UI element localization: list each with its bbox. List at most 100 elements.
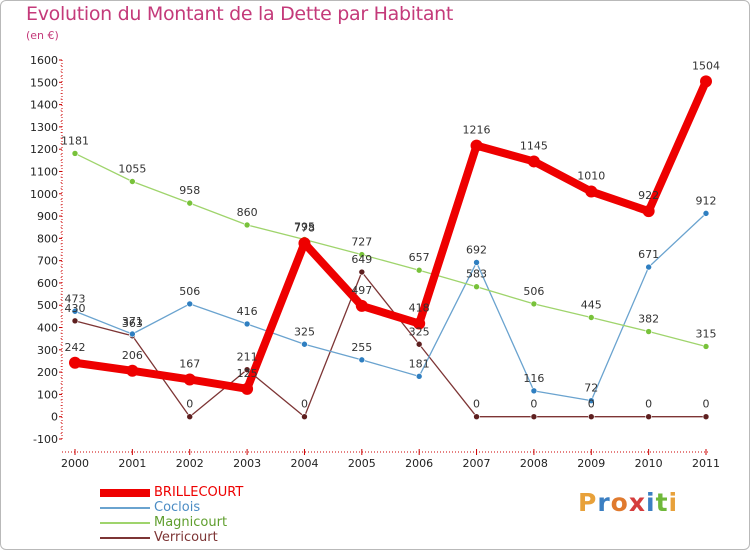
chart-unit: (en €) (26, 29, 59, 42)
data-label: 506 (179, 285, 200, 298)
data-label: 1504 (692, 59, 720, 72)
legend-swatch (100, 489, 150, 497)
x-tick-label: 2002 (176, 457, 204, 470)
data-point (645, 328, 652, 335)
data-point (415, 340, 423, 348)
data-label: 473 (65, 292, 86, 305)
data-point (702, 343, 710, 350)
legend-swatch (100, 537, 150, 539)
data-label: 242 (65, 341, 86, 354)
x-tick-label: 2008 (520, 457, 548, 470)
series-line-magnicourt (74, 152, 707, 348)
data-label: 692 (466, 243, 487, 256)
y-tick-label: 1100 (30, 165, 58, 178)
data-point (645, 263, 652, 271)
x-tick-label: 2010 (635, 457, 663, 470)
y-tick-label: 0 (51, 411, 58, 424)
data-label: 255 (351, 341, 372, 354)
data-label: 583 (466, 268, 487, 281)
data-label: 363 (122, 317, 143, 330)
data-label: 497 (351, 284, 372, 297)
data-point (358, 268, 366, 276)
data-point (129, 330, 136, 338)
x-tick-label: 2005 (348, 457, 376, 470)
data-label: 506 (523, 285, 544, 298)
data-point (71, 150, 79, 157)
data-label: 211 (237, 351, 258, 364)
data-point (415, 373, 423, 380)
data-point (702, 210, 710, 217)
y-tick-label: -100 (33, 433, 58, 446)
logo-letter: r (597, 488, 611, 517)
data-label: 795 (294, 220, 315, 233)
data-point (473, 259, 480, 266)
x-tick-label: 2000 (61, 457, 89, 470)
logo-letter: t (655, 488, 669, 517)
logo-letter: o (610, 488, 629, 517)
data-label: 0 (301, 398, 308, 411)
data-point (241, 382, 254, 395)
data-point (301, 340, 308, 348)
logo-letter: P (578, 488, 598, 517)
data-point (186, 199, 194, 207)
series-line-coclois (74, 212, 707, 402)
y-tick-label: 1400 (30, 99, 58, 112)
y-tick-label: 700 (37, 255, 58, 268)
data-label: 778 (294, 221, 315, 234)
legend-label: BRILLECOURT (154, 485, 244, 500)
data-label: 315 (696, 327, 717, 340)
data-point (473, 283, 480, 291)
y-tick-label: 300 (37, 344, 58, 357)
data-point (298, 237, 311, 250)
y-tick-label: 500 (37, 299, 58, 312)
data-point (71, 317, 79, 325)
data-label: 0 (473, 398, 480, 411)
series-line-verricourt (74, 271, 707, 418)
y-tick-label: 100 (37, 388, 58, 401)
data-label: 0 (186, 398, 193, 411)
series-line-brillecourt (71, 77, 710, 393)
legend-label: Verricourt (154, 530, 218, 545)
data-label: 0 (588, 398, 595, 411)
data-point (530, 387, 538, 395)
data-point (126, 364, 139, 377)
data-point (642, 205, 655, 218)
data-point (700, 75, 712, 88)
data-point (470, 139, 483, 152)
data-label: 325 (409, 325, 430, 338)
data-label: 1181 (61, 134, 89, 147)
data-point (129, 178, 136, 185)
data-point (355, 299, 368, 312)
data-label: 912 (696, 194, 717, 207)
data-label: 125 (237, 367, 258, 380)
data-label: 430 (65, 302, 86, 315)
data-point (69, 356, 81, 369)
legend-label: Magnicourt (154, 515, 228, 530)
y-tick-label: 400 (37, 322, 58, 335)
data-point (530, 300, 538, 308)
proxiti-logo: Proxiti (578, 488, 678, 517)
data-label: 416 (237, 305, 258, 318)
data-point (527, 155, 540, 168)
x-tick-label: 2009 (577, 457, 605, 470)
data-point (243, 320, 251, 328)
data-point (358, 251, 366, 258)
data-point (702, 413, 710, 421)
x-tick-label: 2011 (692, 457, 720, 470)
axes: -100010020030040050060070080090010001100… (30, 54, 720, 470)
data-label: 325 (294, 325, 315, 338)
data-point (358, 356, 366, 364)
y-tick-label: 1600 (30, 54, 58, 67)
data-label: 206 (122, 349, 143, 362)
data-point (415, 266, 423, 274)
legend-swatch (100, 507, 150, 509)
data-label: 671 (638, 248, 659, 261)
data-point (71, 307, 79, 315)
logo-letter: i (668, 488, 679, 517)
data-label: 1010 (577, 170, 605, 183)
data-point (183, 373, 196, 386)
data-label: 1145 (520, 139, 548, 152)
y-tick-label: 1000 (30, 188, 58, 201)
data-label: 181 (409, 357, 430, 370)
